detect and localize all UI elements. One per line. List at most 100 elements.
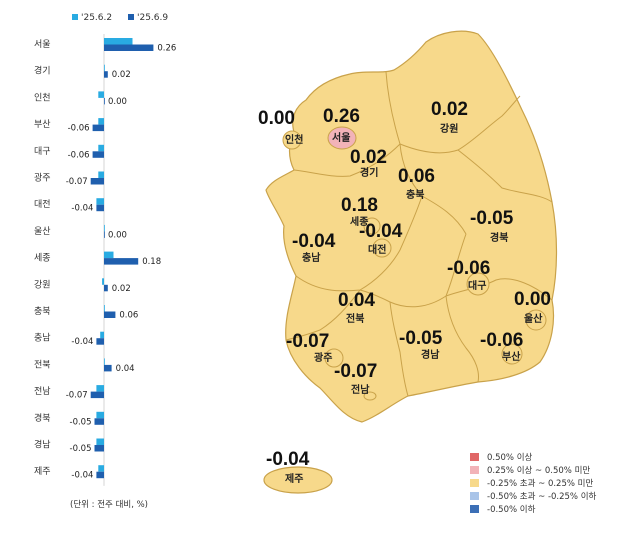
daegu-value: -0.06 [447, 258, 490, 279]
incheon-value: 0.00 [258, 108, 295, 129]
sejong-value: 0.18 [341, 195, 378, 216]
chungbuk-name: 충북 [406, 188, 424, 201]
ulsan-value: 0.00 [514, 289, 551, 310]
bar-curr [92, 124, 104, 132]
category-label: 충남 [34, 333, 51, 344]
category-label: 제주 [34, 466, 51, 477]
bar-curr [104, 258, 139, 265]
gangwon-name: 강원 [440, 122, 458, 135]
map-legend-item: 0.50% 이상 [470, 451, 596, 463]
gyeongbuk-name: 경북 [490, 231, 508, 244]
bar-curr [104, 44, 154, 51]
bar-curr [90, 178, 104, 185]
bar-curr [90, 391, 104, 399]
category-label: 광주 [34, 172, 51, 184]
chungnam-value: -0.04 [292, 231, 336, 252]
bar-chart-svg: '25.6.2 '25.6.9 서울 0.26 경기 0.02 인천 0.00 부산 -0.06 대… [34, 13, 176, 486]
seoul-name: 서울 [332, 131, 350, 144]
category-label: 부산 [34, 119, 51, 130]
category-label: 경북 [34, 412, 51, 424]
legend-swatch-series-1 [128, 14, 134, 20]
bar-prev [104, 358, 105, 365]
map-svg: 0.00 인천 0.26 서울 0.02 경기 0.02 강원 0.06 충북 … [258, 30, 558, 494]
bar-curr [96, 471, 104, 479]
bar-curr [94, 418, 104, 425]
daegu-shape [466, 272, 490, 296]
gyeonggi-value: 0.02 [350, 147, 387, 168]
daejeon-name: 대전 [368, 243, 386, 256]
bar-prev [104, 38, 133, 45]
legend-swatch-3 [470, 492, 479, 500]
bar-prev [96, 198, 104, 205]
category-label: 세종 [34, 253, 51, 264]
jeonnam-value: -0.07 [334, 361, 377, 382]
bar-curr [96, 204, 104, 212]
category-label: 인천 [34, 92, 51, 103]
legend-label-3: -0.50% 초과 ~ -0.25% 이하 [487, 492, 597, 502]
jeju-value: -0.04 [266, 449, 310, 470]
category-label: 전북 [34, 359, 51, 370]
sejong-name: 세종 [350, 215, 368, 228]
bar-prev [98, 171, 104, 178]
seoul-shape [327, 126, 357, 150]
bar-prev [98, 465, 104, 472]
bar-prev [96, 385, 104, 392]
gyeongbuk-value: -0.05 [470, 208, 514, 229]
bar-curr [104, 364, 112, 372]
map-legend: 0.50% 이상 0.25% 이상 ~ 0.50% 미만 -0.25% 초과 ~… [470, 451, 596, 516]
map-legend-item: -0.50% 초과 ~ -0.25% 이하 [470, 490, 596, 502]
legend-series-name-0: '25.6.2 [81, 13, 112, 23]
data-label: -0.07 [66, 391, 88, 401]
map-legend-item: -0.25% 초과 ~ 0.25% 미만 [470, 477, 596, 489]
data-label: 0.18 [142, 257, 161, 267]
bar-prev [104, 305, 105, 312]
sejong-shape [363, 217, 381, 235]
data-label: -0.07 [66, 177, 88, 187]
jeju-name: 제주 [285, 472, 303, 485]
map-legend-item: -0.50% 이하 [470, 503, 596, 515]
legend-swatch-series-0 [72, 14, 78, 20]
chungbuk-value: 0.06 [398, 166, 435, 187]
data-label: -0.06 [68, 124, 90, 134]
regional-bar-chart: '25.6.2 '25.6.9 서울 0.26 경기 0.02 인천 0.00 부산 -0.06 대… [0, 0, 200, 551]
korea-map: 0.00 인천 0.26 서울 0.02 경기 0.02 강원 0.06 충북 … [240, 20, 628, 500]
legend-swatch-4 [470, 505, 479, 513]
data-label: -0.04 [71, 337, 93, 347]
legend-swatch-2 [470, 479, 479, 487]
daejeon-shape [372, 238, 392, 258]
data-label: 0.26 [157, 44, 176, 54]
gwangju-value: -0.07 [286, 331, 329, 352]
jeju-shape [263, 466, 333, 494]
category-label: 경기 [34, 65, 51, 77]
island-shape [363, 391, 377, 401]
chungnam-name: 충남 [302, 251, 321, 264]
busan-name: 부산 [502, 350, 521, 363]
data-label: 0.04 [116, 364, 135, 374]
jeonnam-name: 전남 [351, 383, 370, 396]
data-label: -0.05 [70, 444, 92, 454]
bar-curr [94, 445, 104, 452]
gyeongnam-name: 경남 [421, 348, 440, 361]
category-label: 울산 [34, 226, 51, 237]
unit-note: (단위 : 전주 대비, %) [70, 500, 149, 510]
gangwon-value: 0.02 [431, 99, 468, 120]
daejeon-value: -0.04 [359, 221, 403, 242]
busan-shape [501, 343, 523, 365]
province-borders [285, 71, 553, 397]
legend-label-4: -0.50% 이하 [487, 505, 536, 515]
bar-prev [104, 251, 114, 259]
bar-curr [96, 338, 104, 345]
data-label: 0.00 [108, 97, 127, 107]
data-label: 0.06 [119, 311, 138, 321]
jeonbuk-value: 0.04 [338, 290, 375, 311]
legend-label-2: -0.25% 초과 ~ 0.25% 미만 [487, 479, 594, 489]
gwangju-shape [324, 348, 344, 368]
bar-curr [104, 231, 105, 238]
bar-prev [96, 438, 104, 445]
data-label: 0.00 [108, 230, 127, 240]
bar-prev [98, 118, 104, 125]
data-label: -0.04 [71, 471, 93, 481]
bar-prev [100, 331, 104, 339]
category-label: 대구 [34, 146, 51, 157]
map-legend-item: 0.25% 이상 ~ 0.50% 미만 [470, 464, 596, 476]
